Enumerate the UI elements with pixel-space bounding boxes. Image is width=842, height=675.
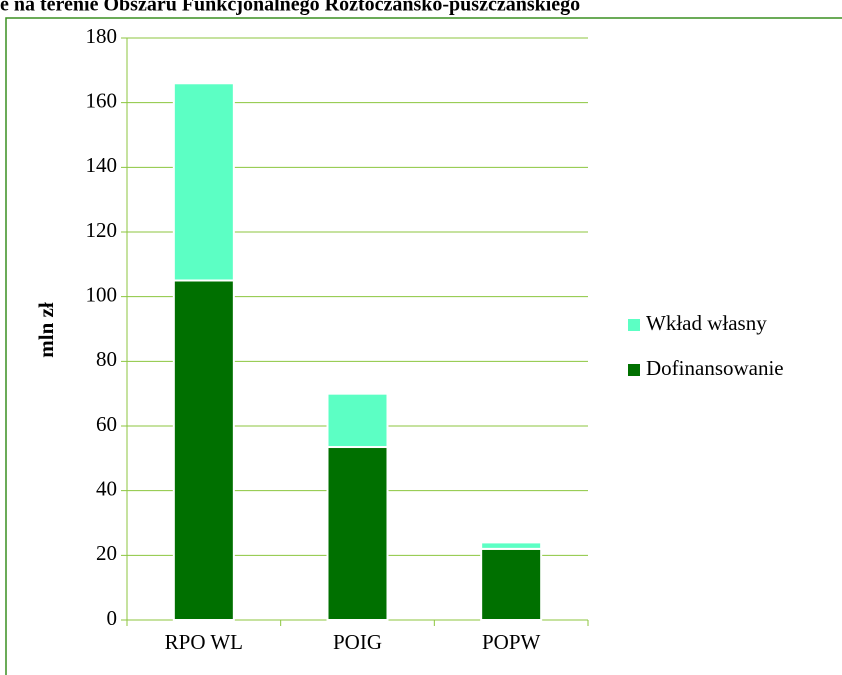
y-tick-label: 180 xyxy=(86,24,118,48)
chart-frame xyxy=(5,17,842,675)
y-tick-label: 60 xyxy=(96,412,117,436)
y-tick-label: 0 xyxy=(107,606,118,630)
bar-segment xyxy=(172,82,235,282)
y-axis-label: mln zł xyxy=(34,302,58,358)
y-tick-label: 160 xyxy=(86,88,118,112)
legend-label: Wkład własny xyxy=(646,311,767,335)
y-tick-label: 100 xyxy=(86,282,118,306)
chart-title: e na terenie Obszaru Funkcjonalnego Rozt… xyxy=(0,0,580,16)
y-tick-label: 80 xyxy=(96,347,117,371)
y-tick-label: 40 xyxy=(96,476,117,500)
bar-segment xyxy=(172,279,235,621)
legend-swatch xyxy=(628,319,640,331)
bar-segment xyxy=(326,392,389,449)
legend-label: Dofinansowanie xyxy=(646,356,784,380)
y-tick-label: 120 xyxy=(86,218,118,242)
legend-swatch xyxy=(628,364,640,376)
x-tick-label: RPO WL xyxy=(165,630,243,654)
x-tick-label: POIG xyxy=(333,630,382,654)
y-tick-label: 20 xyxy=(96,541,117,565)
bar-segment xyxy=(480,547,543,621)
x-tick-label: POPW xyxy=(482,630,541,654)
bar-segment xyxy=(480,541,543,550)
bar-segment xyxy=(326,446,389,621)
y-tick-label: 140 xyxy=(86,153,118,177)
